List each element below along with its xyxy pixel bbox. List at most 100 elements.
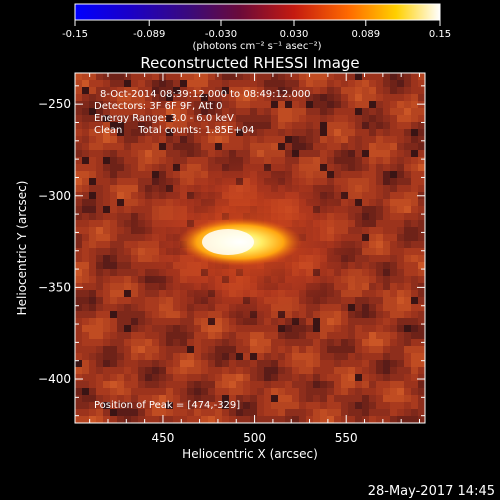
heatmap-cell <box>75 220 82 227</box>
heatmap-cell <box>404 178 411 185</box>
heatmap-cell <box>194 332 201 339</box>
heatmap-cell <box>117 80 124 87</box>
heatmap-cell <box>376 353 383 360</box>
heatmap-cell <box>145 388 152 395</box>
heatmap-cell <box>285 360 292 367</box>
heatmap-cell <box>376 325 383 332</box>
heatmap-cell <box>96 276 103 283</box>
heatmap-cell <box>145 150 152 157</box>
heatmap-cell <box>201 73 208 80</box>
heatmap-cell <box>103 80 110 87</box>
heatmap-cell <box>278 143 285 150</box>
heatmap-cell <box>341 360 348 367</box>
heatmap-cell <box>89 388 96 395</box>
heatmap-cell <box>362 94 369 101</box>
heatmap-cell <box>215 409 222 416</box>
heatmap-cell <box>418 80 425 87</box>
heatmap-cell <box>194 87 201 94</box>
heatmap-cell <box>117 157 124 164</box>
heatmap-cell <box>327 381 334 388</box>
heatmap-cell <box>138 381 145 388</box>
heatmap-cell <box>404 157 411 164</box>
heatmap-cell <box>89 339 96 346</box>
heatmap-cell <box>124 185 131 192</box>
heatmap-cell <box>75 171 82 178</box>
heatmap-cell <box>411 164 418 171</box>
heatmap-cell <box>173 143 180 150</box>
heatmap-cell <box>180 115 187 122</box>
heatmap-cell <box>376 241 383 248</box>
heatmap-cell <box>194 94 201 101</box>
heatmap-cell <box>103 374 110 381</box>
heatmap-cell <box>411 143 418 150</box>
heatmap-cell <box>348 80 355 87</box>
heatmap-cell <box>292 402 299 409</box>
heatmap-cell <box>222 122 229 129</box>
heatmap-cell <box>376 150 383 157</box>
heatmap-cell <box>362 381 369 388</box>
heatmap-cell <box>96 199 103 206</box>
heatmap-cell <box>418 157 425 164</box>
heatmap-cell <box>306 115 313 122</box>
heatmap-cell <box>117 360 124 367</box>
heatmap-cell <box>313 122 320 129</box>
heatmap-cell <box>292 339 299 346</box>
heatmap-cell <box>383 241 390 248</box>
heatmap-cell <box>264 402 271 409</box>
heatmap-cell <box>138 395 145 402</box>
colorbar-tick-label: -0.089 <box>133 29 165 40</box>
heatmap-cell <box>355 87 362 94</box>
heatmap-cell <box>124 332 131 339</box>
heatmap-cell <box>362 318 369 325</box>
heatmap-cell <box>341 73 348 80</box>
heatmap-cell <box>89 206 96 213</box>
heatmap-cell <box>257 94 264 101</box>
heatmap-cell <box>390 220 397 227</box>
heatmap-cell <box>418 234 425 241</box>
heatmap-cell <box>82 402 89 409</box>
heatmap-cell <box>75 283 82 290</box>
heatmap-cell <box>117 192 124 199</box>
heatmap-cell <box>194 360 201 367</box>
heatmap-cell <box>390 283 397 290</box>
heatmap-cell <box>75 94 82 101</box>
heatmap-cell <box>348 395 355 402</box>
heatmap-cell <box>103 346 110 353</box>
heatmap-cell <box>397 220 404 227</box>
heatmap-cell <box>124 360 131 367</box>
heatmap-cell <box>327 353 334 360</box>
heatmap-cell <box>131 192 138 199</box>
heatmap-cell <box>418 185 425 192</box>
heatmap-cell <box>124 171 131 178</box>
heatmap-cell <box>334 164 341 171</box>
heatmap-cell <box>320 157 327 164</box>
heatmap-cell <box>124 80 131 87</box>
heatmap-cell <box>117 409 124 416</box>
heatmap-cell <box>110 73 117 80</box>
heatmap-cell <box>390 311 397 318</box>
heatmap-cell <box>397 255 404 262</box>
heatmap-cell <box>201 353 208 360</box>
heatmap-cell <box>180 332 187 339</box>
heatmap-cell <box>103 136 110 143</box>
heatmap-cell <box>82 276 89 283</box>
heatmap-cell <box>110 234 117 241</box>
heatmap-cell <box>411 416 418 423</box>
heatmap-cell <box>376 269 383 276</box>
heatmap-cell <box>306 136 313 143</box>
heatmap-cell <box>390 185 397 192</box>
heatmap-cell <box>383 318 390 325</box>
heatmap-cell <box>75 381 82 388</box>
heatmap-cell <box>110 290 117 297</box>
heatmap-cell <box>89 220 96 227</box>
heatmap-cell <box>404 73 411 80</box>
heatmap-cell <box>369 367 376 374</box>
heatmap-cell <box>411 374 418 381</box>
heatmap-cell <box>271 416 278 423</box>
heatmap-cell <box>215 395 222 402</box>
heatmap-cell <box>369 339 376 346</box>
heatmap-cell <box>208 94 215 101</box>
heatmap-cell <box>383 227 390 234</box>
heatmap-cell <box>110 129 117 136</box>
heatmap-cell <box>159 129 166 136</box>
